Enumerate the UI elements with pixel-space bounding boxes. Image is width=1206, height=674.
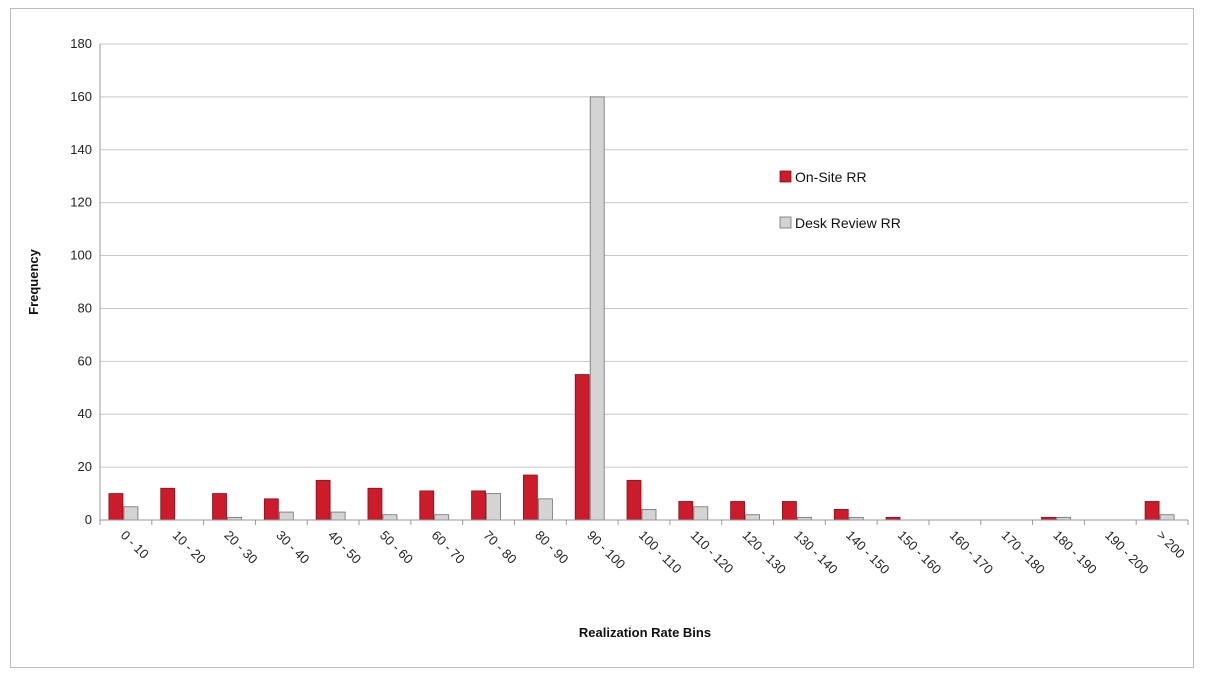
legend-swatch-desk-review — [779, 216, 792, 229]
x-tick-label: 150 - 160 — [895, 528, 944, 577]
x-tick-label: 10 - 20 — [170, 528, 209, 567]
axes — [99, 44, 1189, 525]
bar-on-site — [212, 493, 227, 521]
bar-desk-review — [589, 96, 605, 521]
legend-label-desk-review: Desk Review RR — [795, 215, 901, 231]
x-tick-label: > 200 — [1154, 528, 1188, 562]
bar-desk-review — [537, 498, 553, 521]
bar-on-site — [315, 479, 331, 521]
bars — [108, 96, 1175, 521]
bar-on-site — [730, 501, 746, 521]
bar-on-site — [471, 490, 486, 521]
x-tick-label: 60 - 70 — [429, 528, 468, 567]
legend-swatch-on-site — [779, 170, 792, 183]
x-tick-label: 140 - 150 — [843, 528, 892, 577]
y-tick-label: 100 — [70, 248, 92, 263]
bar-on-site — [160, 487, 176, 521]
bar-on-site — [108, 493, 124, 521]
x-tick-label: 30 - 40 — [273, 528, 312, 567]
bar-on-site — [678, 501, 694, 521]
x-tick-label: 100 - 110 — [636, 528, 685, 577]
y-tick-label: 140 — [70, 142, 92, 157]
y-tick-label: 180 — [70, 36, 92, 51]
y-tick-label: 120 — [70, 195, 92, 210]
legend: On-Site RR Desk Review RR — [779, 169, 901, 231]
bar-on-site — [574, 374, 590, 521]
bar-desk-review — [1159, 514, 1175, 521]
y-tick-label: 60 — [78, 353, 92, 368]
bar-on-site — [522, 474, 538, 521]
y-tick-label: 0 — [85, 512, 92, 527]
y-tick-labels: 0 20 40 60 80 100 120 140 160 180 — [70, 36, 92, 527]
x-tick-label: 0 - 10 — [118, 528, 152, 562]
x-tick-label: 70 - 80 — [480, 528, 519, 567]
legend-label-on-site: On-Site RR — [795, 169, 867, 185]
bar-on-site — [626, 479, 642, 521]
x-tick-label: 90 - 100 — [584, 528, 628, 572]
bar-desk-review — [330, 511, 346, 521]
x-tick-label: 120 - 130 — [739, 528, 788, 577]
bar-desk-review — [278, 511, 294, 521]
bar-on-site — [263, 498, 279, 521]
x-axis-title: Realization Rate Bins — [579, 625, 711, 640]
bar-desk-review — [745, 514, 761, 521]
x-tick-label: 190 - 200 — [1102, 528, 1151, 577]
y-tick-label: 40 — [78, 406, 92, 421]
x-tick-label: 170 - 180 — [999, 528, 1048, 577]
x-tick-label: 40 - 50 — [325, 528, 364, 567]
bar-desk-review — [693, 506, 709, 521]
x-tick-label: 50 - 60 — [377, 528, 416, 567]
y-tick-label: 80 — [78, 300, 92, 315]
bar-on-site — [419, 490, 435, 521]
bar-on-site — [367, 487, 383, 521]
y-tick-label: 20 — [78, 459, 92, 474]
x-tick-labels: 0 - 10 10 - 20 20 - 30 30 - 40 40 - 50 50 - 6… — [118, 528, 1188, 577]
y-axis-title: Frequency — [26, 248, 41, 315]
bar-desk-review — [382, 514, 398, 521]
bar-desk-review — [641, 509, 657, 521]
x-tick-label: 180 - 190 — [1050, 528, 1099, 577]
x-tick-label: 130 - 140 — [791, 528, 840, 577]
x-tick-label: 110 - 120 — [688, 528, 737, 577]
x-tick-label: 80 - 90 — [532, 528, 571, 567]
y-tick-label: 160 — [70, 89, 92, 104]
bar-on-site — [1144, 501, 1160, 521]
bar-on-site — [782, 501, 797, 521]
bar-desk-review — [434, 514, 450, 521]
bar-desk-review — [123, 506, 139, 521]
gridlines — [100, 43, 1188, 468]
x-tick-label: 20 - 30 — [221, 528, 260, 567]
bar-desk-review — [486, 493, 501, 521]
bar-on-site — [833, 509, 849, 521]
x-tick-label: 160 - 170 — [947, 528, 996, 577]
